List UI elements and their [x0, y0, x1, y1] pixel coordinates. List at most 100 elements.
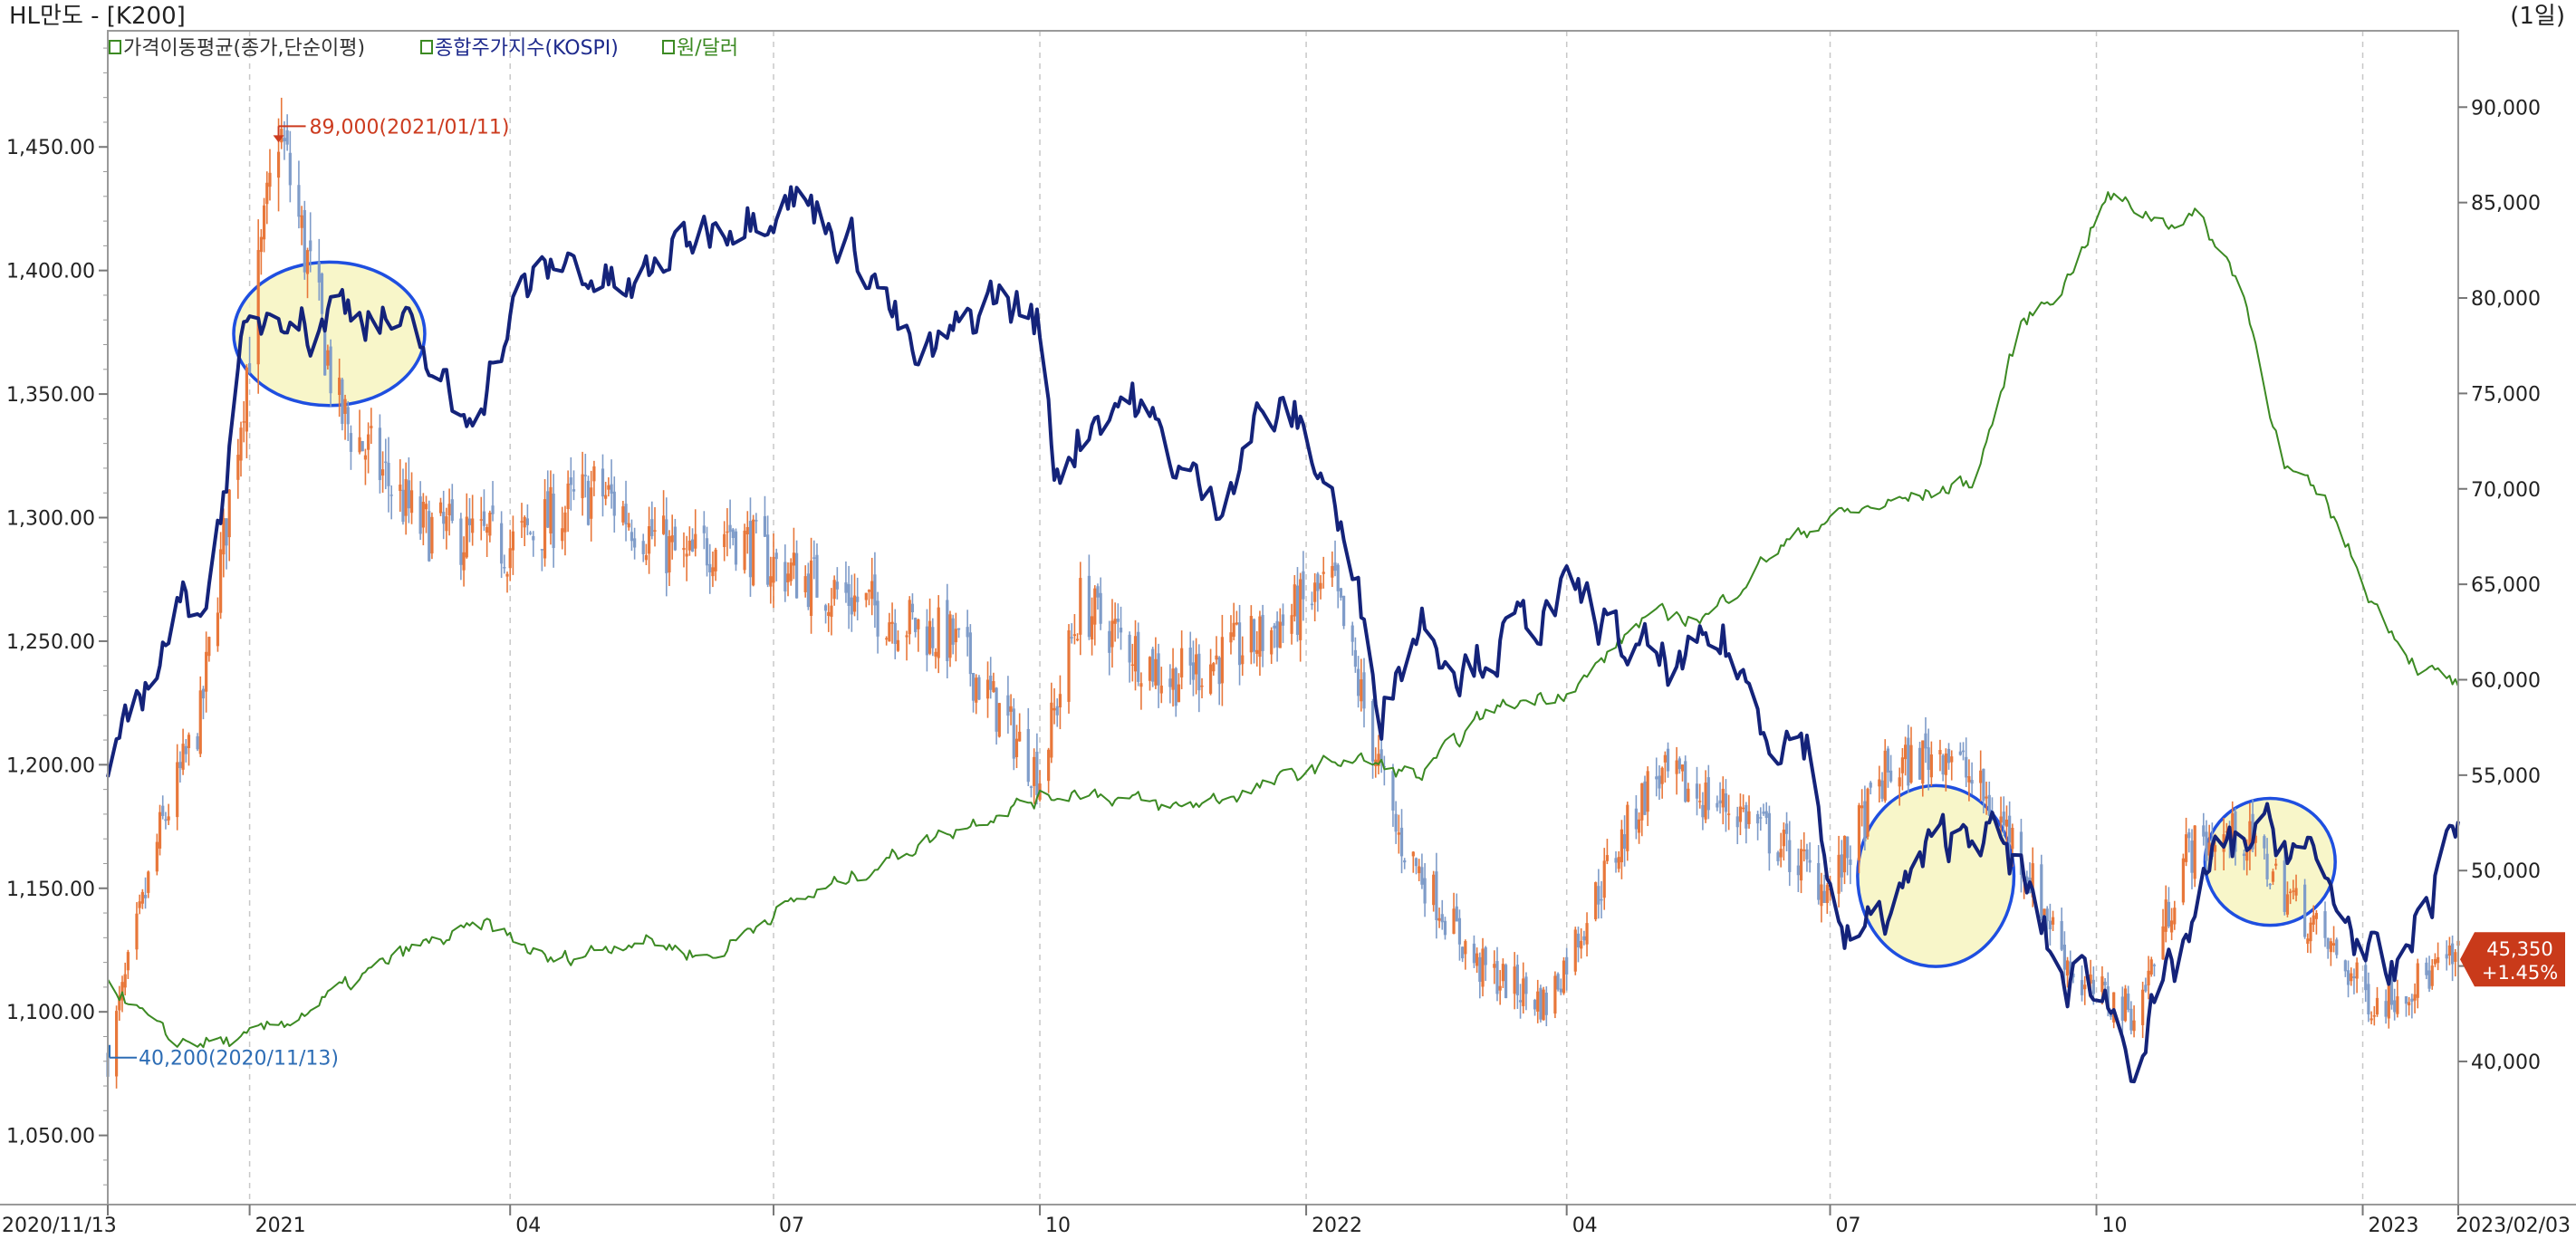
price-candle-body [1524, 976, 1528, 994]
kospi-line [106, 185, 2460, 1084]
price-candle-body [341, 379, 344, 424]
grid-lines [248, 31, 2364, 1205]
price-candle-body [1418, 866, 1421, 874]
price-candle-body [2045, 908, 2049, 922]
price-candle-body [1747, 811, 1751, 824]
legend-item-krwusd[interactable]: 원/달러 [677, 37, 738, 60]
price-candle-body [1391, 771, 1395, 811]
price-candle-body [1099, 592, 1102, 624]
price-candle-body [1620, 829, 1624, 863]
price-candle-body [1756, 813, 1760, 824]
price-candle-body [1716, 802, 1719, 808]
price-candle-body [711, 567, 715, 577]
price-candle-body [946, 600, 949, 662]
price-candle-body [147, 871, 150, 893]
highlight-ellipses [232, 260, 2337, 968]
price-candle-body [1553, 975, 1557, 1014]
price-candle-body [540, 549, 543, 551]
price-candle-body [1970, 780, 1974, 784]
price-candle-body [2207, 842, 2211, 856]
price-candle-body [1258, 616, 1262, 658]
price-candle-body [2314, 913, 2319, 919]
price-candle-body [2445, 954, 2448, 959]
price-candle-body [1898, 777, 1901, 787]
price-candle-body [1360, 679, 1363, 702]
price-candle-body [653, 530, 657, 532]
price-candle-body [1533, 1000, 1537, 1010]
price-candle-body [1195, 654, 1198, 675]
price-candle-body [812, 557, 816, 559]
period-label[interactable]: (1일) [2510, 3, 2565, 30]
price-candle-body [329, 346, 332, 394]
price-candle-body [827, 611, 831, 617]
price-candle-body [1869, 783, 1872, 788]
price-candle-body [2004, 819, 2009, 827]
price-candle-body [2271, 871, 2275, 882]
price-candle-body [766, 534, 770, 585]
price-candle-body [511, 531, 515, 551]
price-candle-body [633, 538, 637, 548]
price-candle-body [201, 688, 206, 699]
price-candle-body [1562, 960, 1566, 994]
price-candle-body [1137, 631, 1140, 682]
price-candle-body [694, 533, 697, 549]
price-candle-body [2213, 845, 2217, 852]
price-candle-body [1113, 619, 1117, 624]
price-candle-body [850, 597, 853, 615]
legend-item-kospi[interactable]: 종합주가지수(KOSPI) [435, 37, 619, 60]
price-candle-body [438, 502, 443, 514]
price-candle-body [2451, 943, 2455, 965]
price-candle-body [925, 626, 929, 656]
price-candle-body [505, 573, 509, 577]
price-candle-body [2031, 863, 2034, 898]
price-candle-body [467, 518, 472, 525]
x-tick-label: 2021 [255, 1215, 306, 1237]
price-candle-body [1637, 819, 1641, 833]
price-candle-body [856, 596, 860, 602]
price-candle-body [1701, 804, 1705, 818]
price-candle-body [1331, 565, 1334, 578]
price-candle-body [161, 805, 165, 816]
price-candle-body [852, 595, 857, 612]
price-candle-body [687, 540, 691, 551]
price-candle-body [2294, 888, 2298, 896]
price-candle-body [459, 518, 463, 565]
price-candle-body [723, 533, 726, 548]
y-right-tick-label: 75,000 [2471, 383, 2541, 406]
price-candle-body [1070, 637, 1073, 639]
price-candle-body [931, 627, 935, 648]
price-candle-body [885, 638, 889, 640]
price-candle-body [2303, 884, 2307, 937]
price-candle-body [1660, 767, 1664, 784]
price-candle-body [2112, 992, 2116, 1023]
price-candle-body [997, 703, 1001, 737]
chart-title: HL만도 - [K200] [9, 3, 186, 30]
price-candle-body [418, 496, 422, 534]
legend-item-ma[interactable]: 가격이동평균(종가,단순이평) [123, 37, 365, 60]
price-candle-body [1090, 616, 1094, 639]
price-candle-body [184, 745, 187, 754]
price-candle-body [1614, 858, 1618, 863]
price-candle-body [1342, 595, 1346, 627]
y-right-tick-label: 80,000 [2471, 288, 2541, 311]
legend-box-icon[interactable] [109, 40, 121, 54]
price-candle-body [607, 485, 610, 490]
price-candle-body [1403, 860, 1407, 863]
price-candle-body [1907, 737, 1910, 786]
price-candle-body [268, 172, 272, 187]
price-candle-body [1643, 781, 1647, 815]
price-candle-body [1455, 906, 1458, 922]
price-candle-body [2242, 853, 2246, 856]
legend-box-icon[interactable] [420, 40, 433, 54]
legend-box-icon[interactable] [662, 40, 675, 54]
price-candle-body [1544, 993, 1548, 1015]
price-candle-body [1704, 783, 1707, 820]
price-candle-body [2008, 815, 2012, 843]
price-candle-body [1110, 620, 1114, 648]
price-candle-body [421, 502, 425, 528]
price-candle-body [815, 554, 819, 598]
x-tick-label: 04 [1572, 1215, 1598, 1237]
price-candle-body [2312, 915, 2315, 925]
price-candle-body [1634, 808, 1638, 830]
price-candle-body [1820, 884, 1823, 907]
